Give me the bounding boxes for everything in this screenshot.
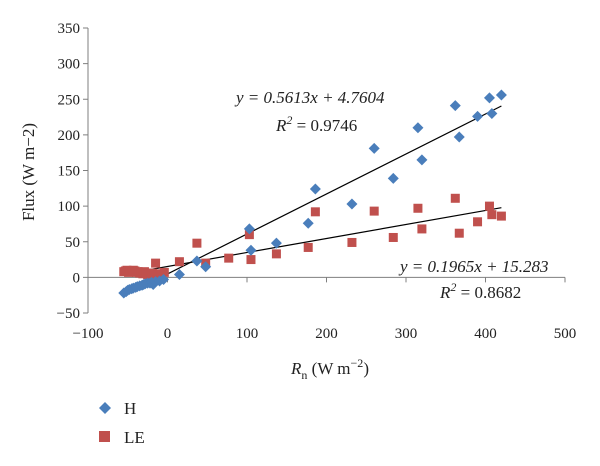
data-point-h bbox=[449, 100, 461, 112]
plot-area: −50 0 50 100 150 200 250 300 350 −100 0 100 200 300 40… bbox=[57, 21, 577, 342]
x-tick-label: −100 bbox=[73, 326, 104, 342]
data-point-h bbox=[309, 183, 321, 195]
data-point-h bbox=[387, 172, 399, 184]
y-tick-label: 100 bbox=[58, 199, 81, 215]
data-point-h bbox=[453, 131, 465, 143]
legend-label-h: H bbox=[124, 399, 136, 418]
trendline-le bbox=[123, 207, 502, 275]
x-tick-label: 400 bbox=[474, 326, 497, 342]
legend-marker-h bbox=[99, 402, 111, 414]
y-tick-label: 200 bbox=[58, 128, 81, 144]
data-point-le bbox=[484, 201, 494, 211]
y-tick-label: −50 bbox=[57, 306, 80, 322]
data-point-h bbox=[486, 108, 498, 119]
x-axis-title-main: R bbox=[290, 359, 302, 378]
data-point-le bbox=[174, 257, 184, 267]
data-point-h bbox=[173, 269, 185, 281]
x-axis-title: Rn (W m−2) bbox=[290, 356, 369, 382]
data-point-h bbox=[270, 237, 282, 249]
y-tick-label: 300 bbox=[58, 57, 81, 73]
x-axis-title-exp: −2 bbox=[351, 356, 364, 370]
data-point-h bbox=[483, 92, 495, 104]
data-point-h bbox=[368, 142, 380, 154]
data-point-le bbox=[487, 210, 497, 220]
data-point-le bbox=[450, 193, 460, 203]
le-r2-symbol: R bbox=[439, 283, 451, 302]
h-equation: y = 0.5613x + 4.7604 bbox=[234, 88, 385, 107]
data-point-le bbox=[192, 238, 202, 248]
data-point-le bbox=[496, 211, 506, 221]
data-point-le bbox=[417, 224, 427, 234]
legend-label-le: LE bbox=[124, 428, 145, 447]
data-point-le bbox=[347, 237, 357, 247]
data-point-h bbox=[412, 122, 424, 134]
y-tick-label: 0 bbox=[73, 270, 81, 286]
data-point-le bbox=[454, 228, 464, 238]
data-point-h bbox=[158, 274, 170, 286]
x-axis-title-close: ) bbox=[363, 359, 369, 378]
data-point-h bbox=[346, 198, 358, 210]
data-point-h bbox=[495, 89, 507, 101]
y-axis-title: Flux (W m−2) bbox=[19, 123, 38, 221]
le-r2-value: = 0.8682 bbox=[456, 283, 521, 302]
data-point-le bbox=[413, 203, 423, 213]
data-point-le bbox=[246, 255, 256, 265]
y-tick-label: 350 bbox=[58, 21, 81, 37]
x-axis-title-unit: (W m bbox=[307, 359, 350, 378]
data-point-h bbox=[243, 223, 255, 235]
trendline-h bbox=[123, 105, 502, 297]
data-point-le bbox=[310, 207, 320, 217]
data-point-le bbox=[303, 242, 313, 252]
h-r2-exp: 2 bbox=[286, 113, 292, 127]
data-point-le bbox=[244, 230, 254, 240]
h-r2-value: = 0.9746 bbox=[292, 116, 357, 135]
x-tick-label: 500 bbox=[554, 326, 577, 342]
legend: H LE bbox=[99, 399, 145, 447]
le-r2-exp: 2 bbox=[450, 280, 456, 294]
x-tick-label: 0 bbox=[164, 326, 172, 342]
legend-marker-le bbox=[99, 431, 110, 442]
data-point-h bbox=[245, 244, 257, 256]
data-point-le bbox=[159, 267, 169, 277]
le-equation: y = 0.1965x + 15.283 bbox=[398, 257, 549, 276]
h-r-squared: R2 = 0.9746 bbox=[275, 113, 357, 135]
le-r-squared: R2 = 0.8682 bbox=[439, 280, 521, 302]
data-point-le bbox=[369, 206, 379, 216]
y-tick-label: 150 bbox=[58, 164, 81, 180]
y-tick-label: 250 bbox=[58, 92, 81, 108]
data-point-le bbox=[151, 258, 161, 268]
data-point-h bbox=[191, 255, 203, 267]
data-point-h bbox=[416, 154, 428, 166]
x-tick-label: 100 bbox=[236, 326, 259, 342]
data-point-h bbox=[302, 217, 314, 229]
h-r2-symbol: R bbox=[275, 116, 287, 135]
x-axis-title-sub: n bbox=[301, 368, 307, 382]
data-point-le bbox=[271, 249, 281, 259]
data-point-le bbox=[224, 253, 234, 263]
data-point-le bbox=[473, 217, 483, 227]
data-point-h bbox=[200, 261, 212, 273]
data-point-le bbox=[388, 232, 398, 242]
x-tick-label: 300 bbox=[395, 326, 418, 342]
data-point-h bbox=[472, 110, 484, 122]
y-tick-label: 50 bbox=[65, 235, 80, 251]
x-tick-label: 200 bbox=[315, 326, 338, 342]
